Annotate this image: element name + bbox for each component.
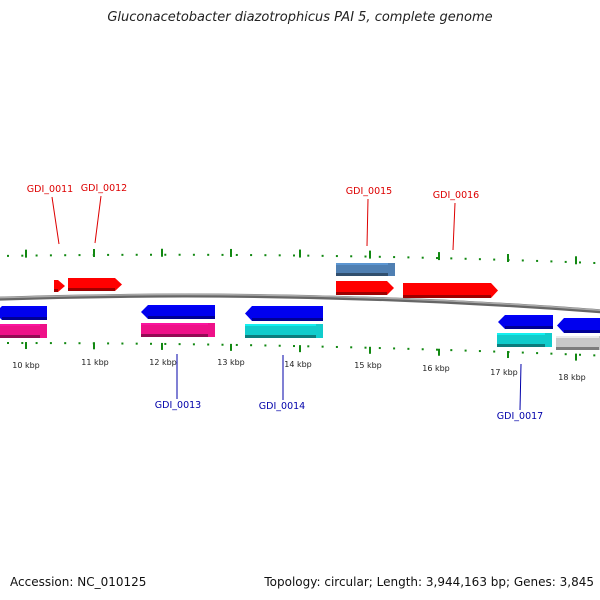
kbp-label: 16 kbp — [422, 364, 450, 373]
gene-feature-red — [54, 280, 65, 292]
gene-feature-red — [68, 278, 122, 291]
kbp-label: 18 kbp — [558, 373, 586, 382]
genome-backbone — [0, 293, 600, 314]
accession-text: Accession: NC_010125 — [10, 575, 147, 589]
gene-label: GDI_0015 — [346, 186, 392, 197]
gene-feature-magenta — [0, 324, 47, 338]
upper-tick-row — [7, 248, 596, 265]
gene-feature-magenta — [141, 323, 215, 337]
gene-feature-gray — [556, 336, 600, 350]
gene-label: GDI_0012 — [81, 183, 127, 194]
gene-label: GDI_0014 — [259, 401, 305, 412]
kbp-scale-labels: 10 kbp 11 kbp 12 kbp 13 kbp 14 kbp 15 kbp 16 k… — [12, 358, 586, 382]
gene-feature-blue — [498, 315, 553, 329]
map-title: Gluconacetobacter diazotrophicus PAI 5, … — [107, 10, 493, 25]
gene-feature-steelblue — [336, 263, 395, 276]
gene-labels: GDI_0011 GDI_0012 GDI_0015 GDI_0016 GDI_0013… — [27, 183, 543, 422]
kbp-label: 10 kbp — [12, 361, 40, 370]
kbp-label: 12 kbp — [149, 358, 177, 367]
lower-tick-row — [7, 342, 596, 361]
gene-feature-blue — [141, 305, 215, 319]
gene-leader-line — [94, 195, 102, 244]
gene-feature-cyan — [497, 333, 552, 347]
gene-leader-line — [519, 363, 522, 411]
gene-feature-red — [403, 283, 498, 298]
kbp-label: 14 kbp — [284, 360, 312, 369]
gene-feature-blue — [557, 318, 600, 333]
gene-label: GDI_0016 — [433, 190, 479, 201]
kbp-label: 17 kbp — [490, 368, 518, 377]
gene-feature-red — [336, 281, 394, 295]
genome-stats: Topology: circular; Length: 3,944,163 bp… — [264, 575, 594, 589]
gene-leader-line — [366, 198, 369, 247]
gene-label: GDI_0011 — [27, 184, 73, 195]
gene-leader-line — [452, 202, 456, 251]
kbp-label: 11 kbp — [81, 358, 109, 367]
kbp-label: 13 kbp — [217, 358, 245, 367]
gene-feature-cyan — [245, 324, 323, 338]
gene-label: GDI_0013 — [155, 400, 201, 411]
gene-leader-line — [51, 196, 60, 245]
gene-features — [0, 263, 600, 350]
kbp-label: 15 kbp — [354, 361, 382, 370]
gene-label: GDI_0017 — [497, 411, 543, 422]
gene-feature-blue — [245, 306, 323, 321]
gene-feature-blue — [0, 306, 47, 320]
